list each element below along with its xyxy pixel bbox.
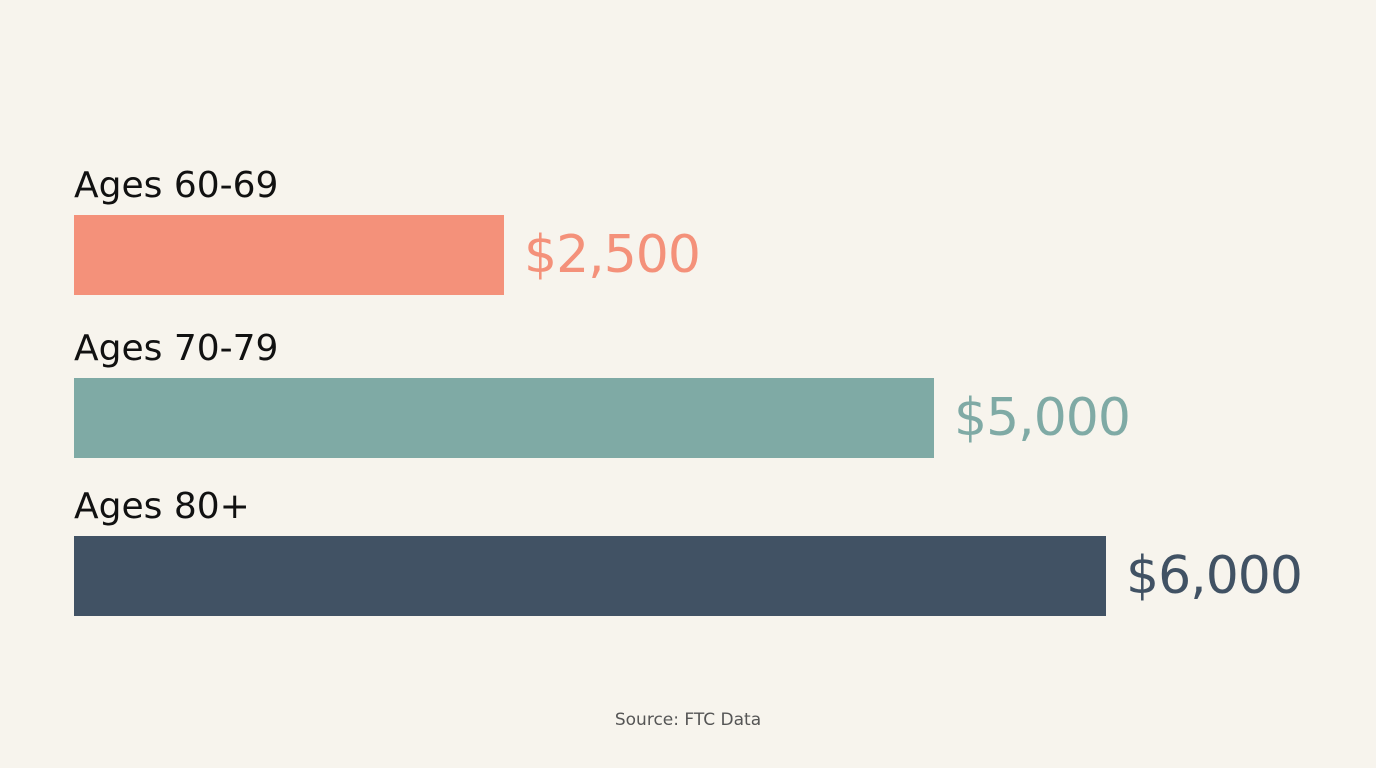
- bar-value-label: $6,000: [1126, 546, 1303, 606]
- category-label: Ages 70-79: [74, 328, 279, 369]
- category-label: Ages 80+: [74, 486, 250, 527]
- bar-value-label: $5,000: [954, 388, 1131, 448]
- chart-source: Source: FTC Data: [614, 710, 762, 730]
- bar: [74, 378, 934, 458]
- bar: [74, 215, 504, 295]
- bar: [74, 536, 1106, 616]
- bar-value-label: $2,500: [524, 225, 701, 285]
- category-label: Ages 60-69: [74, 165, 279, 206]
